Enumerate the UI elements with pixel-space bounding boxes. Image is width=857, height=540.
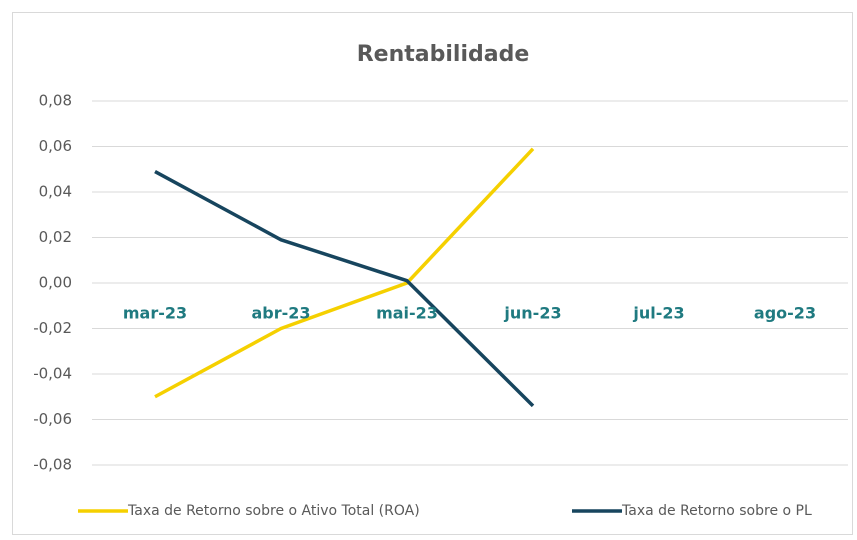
y-tick-label: 0,08 — [39, 92, 72, 110]
x-tick-label: abr-23 — [251, 304, 310, 323]
y-tick-label: -0,06 — [33, 410, 72, 428]
y-tick-label: -0,02 — [33, 319, 72, 337]
line-series — [154, 147, 535, 399]
y-tick-label: -0,08 — [33, 456, 72, 474]
y-tick-label: 0,02 — [39, 228, 72, 246]
chart-title: Rentabilidade — [357, 42, 530, 67]
x-tick-label: jun-23 — [503, 304, 561, 323]
y-tick-label: 0,00 — [39, 274, 72, 292]
line-series — [154, 169, 535, 408]
legend-label: Taxa de Retorno sobre o PL — [621, 503, 812, 519]
x-tick-label: ago-23 — [754, 304, 816, 323]
y-tick-label: -0,04 — [33, 365, 72, 383]
chart-border — [12, 12, 853, 535]
y-tick-label: 0,04 — [39, 183, 72, 201]
legend-label: Taxa de Retorno sobre o Ativo Total (ROA… — [127, 503, 420, 519]
y-tick-label: 0,06 — [39, 137, 72, 155]
x-tick-label: mar-23 — [123, 304, 187, 323]
x-tick-label: mai-23 — [376, 304, 438, 323]
x-tick-label: jul-23 — [632, 304, 684, 323]
